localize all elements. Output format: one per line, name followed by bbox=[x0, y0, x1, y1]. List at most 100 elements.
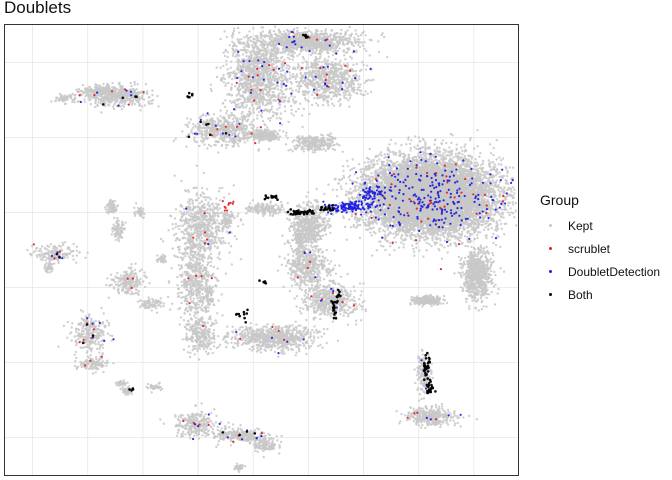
point-kept bbox=[487, 177, 490, 181]
point-kept bbox=[393, 236, 396, 239]
point-kept bbox=[369, 231, 372, 234]
point-kept bbox=[413, 145, 416, 149]
point-kept bbox=[440, 244, 444, 247]
point-kept bbox=[412, 250, 416, 253]
point-kept bbox=[464, 143, 467, 146]
point-kept bbox=[501, 157, 505, 160]
point-kept bbox=[509, 187, 513, 190]
point-kept bbox=[354, 189, 358, 192]
point-kept bbox=[409, 149, 412, 152]
point-kept bbox=[360, 170, 363, 174]
point-kept bbox=[344, 182, 348, 185]
point-kept bbox=[478, 231, 482, 234]
point-kept bbox=[413, 254, 416, 257]
point-kept bbox=[386, 146, 390, 150]
point-kept bbox=[364, 218, 368, 221]
point-kept bbox=[461, 149, 464, 152]
point-kept bbox=[430, 244, 433, 248]
point-kept bbox=[368, 147, 371, 151]
point-kept bbox=[487, 159, 490, 162]
point-kept bbox=[340, 187, 343, 191]
point-kept bbox=[336, 195, 339, 198]
point-kept bbox=[484, 226, 487, 229]
point-kept bbox=[364, 223, 367, 227]
point-kept bbox=[419, 154, 423, 157]
point-kept bbox=[439, 230, 442, 233]
point-kept bbox=[369, 161, 373, 164]
point-kept bbox=[354, 226, 358, 229]
point-kept bbox=[381, 229, 385, 232]
point-kept bbox=[349, 187, 352, 191]
point-kept bbox=[327, 183, 330, 186]
point-kept bbox=[455, 143, 458, 146]
point-kept bbox=[360, 210, 363, 213]
point-kept bbox=[433, 143, 436, 146]
point-kept bbox=[452, 156, 455, 159]
point-kept bbox=[409, 146, 412, 150]
point-kept bbox=[440, 257, 444, 260]
point-kept bbox=[431, 238, 434, 242]
point-kept bbox=[384, 233, 387, 236]
point-kept bbox=[420, 232, 423, 235]
point-kept bbox=[339, 185, 343, 188]
point-kept bbox=[493, 163, 496, 166]
point-kept bbox=[442, 148, 445, 151]
point-kept bbox=[463, 145, 466, 148]
scatter-points bbox=[26, 25, 518, 474]
point-kept bbox=[402, 152, 405, 155]
point-kept bbox=[353, 187, 357, 191]
point-kept bbox=[422, 255, 425, 258]
point-kept bbox=[424, 141, 427, 144]
point-kept bbox=[488, 143, 492, 146]
point-kept bbox=[494, 206, 498, 209]
point-kept bbox=[400, 237, 403, 240]
point-kept bbox=[511, 186, 515, 189]
point-kept bbox=[445, 141, 448, 145]
point-kept bbox=[502, 216, 505, 219]
point-kept bbox=[500, 208, 503, 211]
point-kept bbox=[348, 218, 351, 221]
point-kept bbox=[498, 156, 501, 159]
point-kept bbox=[492, 153, 495, 157]
point-kept bbox=[342, 165, 345, 168]
point-kept bbox=[394, 241, 397, 244]
point-kept bbox=[490, 218, 493, 222]
point-kept bbox=[425, 249, 428, 252]
point-kept bbox=[342, 176, 346, 179]
point-kept bbox=[417, 136, 421, 139]
point-kept bbox=[511, 201, 514, 204]
point-kept bbox=[370, 213, 373, 216]
point-kept bbox=[361, 167, 364, 171]
point-kept bbox=[418, 239, 421, 242]
point-kept bbox=[416, 224, 419, 228]
point-kept bbox=[513, 216, 516, 219]
point-kept bbox=[491, 160, 495, 164]
point-kept bbox=[485, 222, 488, 225]
point-kept bbox=[349, 178, 352, 182]
point-kept bbox=[372, 230, 376, 234]
point-kept bbox=[463, 154, 466, 158]
point-kept bbox=[503, 233, 506, 236]
point-kept bbox=[436, 152, 439, 156]
point-kept bbox=[359, 190, 362, 193]
point-kept bbox=[396, 160, 399, 163]
point-kept bbox=[377, 228, 381, 231]
point-kept bbox=[338, 202, 341, 205]
point-kept bbox=[441, 139, 445, 142]
point-kept bbox=[511, 196, 514, 200]
point-kept bbox=[377, 168, 380, 171]
point-kept bbox=[446, 244, 450, 248]
point-kept bbox=[363, 186, 366, 189]
point-kept bbox=[498, 195, 502, 198]
point-kept bbox=[375, 249, 378, 252]
point-kept bbox=[370, 159, 373, 162]
point-kept bbox=[514, 209, 517, 212]
point-kept bbox=[489, 187, 493, 190]
point-kept bbox=[397, 246, 401, 249]
point-kept bbox=[360, 215, 364, 219]
point-kept bbox=[443, 235, 446, 239]
point-kept bbox=[494, 174, 498, 177]
point-kept bbox=[424, 149, 427, 152]
point-kept bbox=[489, 152, 493, 155]
point-kept bbox=[388, 143, 391, 146]
